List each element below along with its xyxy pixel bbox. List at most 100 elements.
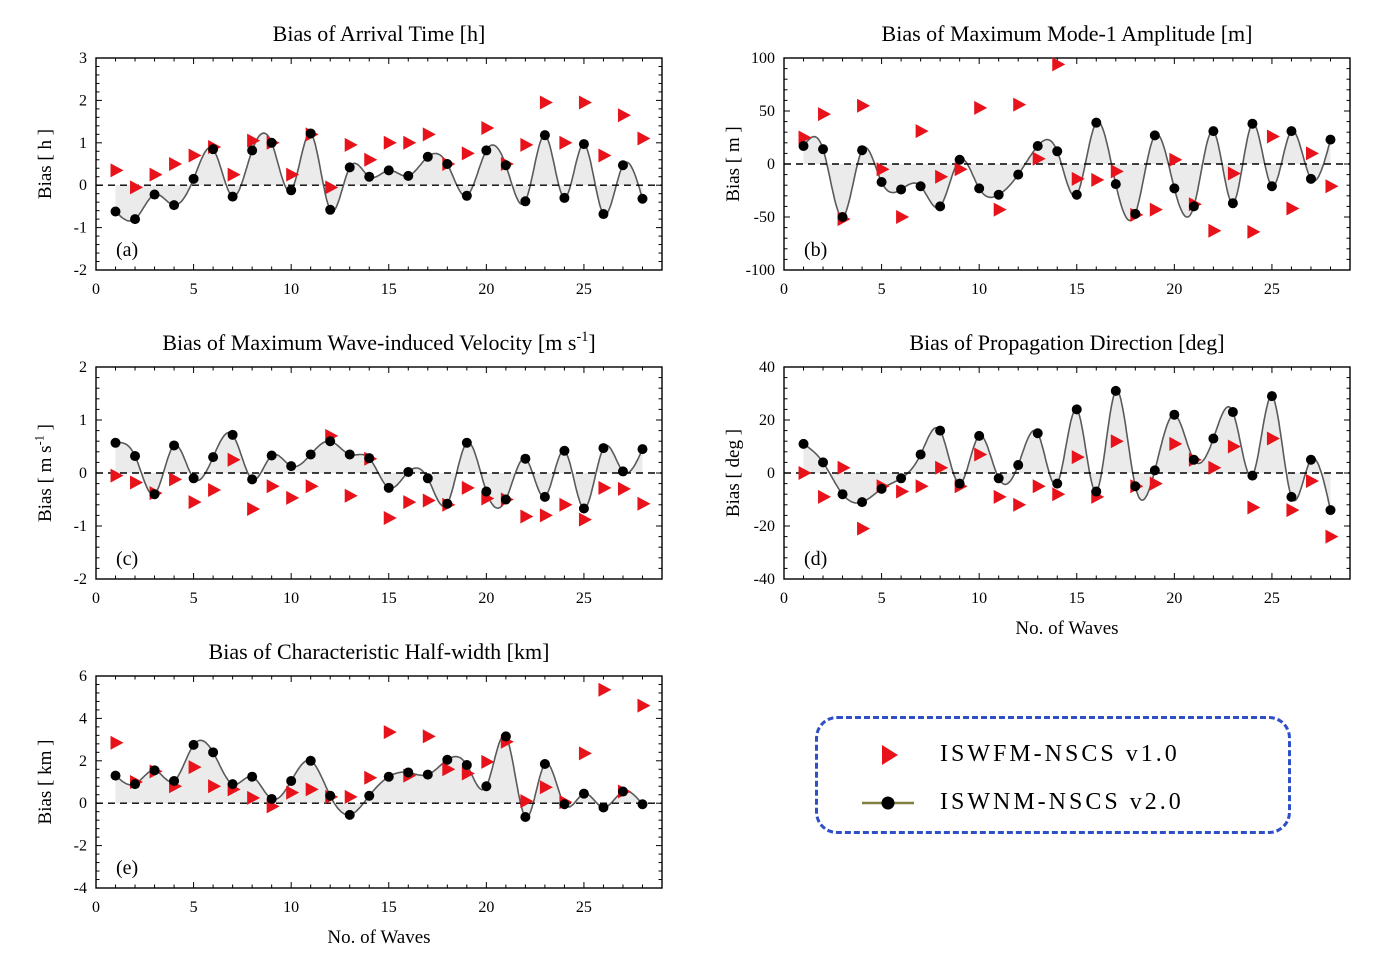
point-v2 [500,160,511,171]
point-v2 [1071,189,1082,200]
point-v1 [110,468,124,483]
point-v1 [520,794,534,809]
point-v2 [637,193,648,204]
point-v2 [837,212,848,222]
point-v2 [227,191,238,202]
x-tick-label: 0 [92,590,100,607]
point-v1 [247,790,261,805]
point-v2 [637,799,648,810]
point-v2 [461,760,472,771]
point-v2 [442,754,453,765]
point-v2 [169,440,180,451]
x-tick-label: 20 [478,281,494,298]
x-tick-label: 20 [478,899,494,916]
point-v2 [500,494,511,505]
point-v2 [442,159,453,169]
point-v2 [818,144,829,155]
y-tick-label: -2 [74,571,87,588]
series-line-c [115,431,644,510]
point-v1 [383,511,397,526]
y-tick-label: 0 [79,177,87,194]
point-v2 [1266,391,1277,402]
point-v2 [364,453,375,464]
point-v2 [1266,181,1277,192]
x-tick-label: 25 [576,590,592,607]
point-v2 [344,809,355,820]
point-v1 [559,135,573,150]
x-tick-label: 15 [381,899,397,916]
point-v1 [169,157,183,171]
point-v2 [383,165,394,176]
point-v2 [130,779,141,790]
legend-label-v2: ISWNM-NSCS v2.0 [940,789,1184,815]
point-v2 [818,457,829,468]
point-v2 [598,209,609,220]
y-tick-label: 2 [79,359,87,376]
point-v1 [520,509,534,524]
y-tick-label: 1 [79,412,87,429]
point-v1 [539,508,553,523]
point-v1 [169,472,183,487]
legend: ISWFM-NSCS v1.0 ISWNM-NSCS v2.0 [815,716,1291,834]
point-v2 [1227,198,1238,209]
point-v1 [637,496,651,511]
point-v2 [1032,140,1043,151]
point-v2 [1130,208,1141,219]
point-v1 [1247,500,1261,515]
point-v1 [857,98,871,113]
legend-item-v2: ISWNM-NSCS v2.0 [818,785,1288,821]
point-v2 [130,451,141,462]
point-v2 [935,425,946,436]
point-v1 [383,135,397,150]
point-v2 [578,139,589,150]
point-v2 [227,429,238,440]
x-tick-label: 0 [92,899,100,916]
point-v2 [559,445,570,456]
point-v1 [1052,57,1066,72]
point-v1 [1266,129,1280,144]
point-v1 [1032,151,1046,166]
y-tick-label: 0 [767,465,775,482]
point-v1 [896,210,910,224]
point-v1 [266,479,280,494]
point-v2 [149,189,160,200]
point-v2 [896,473,907,484]
point-v2 [539,491,550,502]
point-v2 [208,452,219,463]
y-axis-label-e: Bias [ km ] [35,740,56,825]
y-tick-label: 40 [759,359,775,376]
y-axis-label-d: Bias [ deg ] [723,429,744,517]
point-v1 [422,127,436,142]
point-v1 [461,766,475,781]
point-v1 [598,480,612,495]
point-v2 [1305,173,1316,184]
point-v1 [247,133,261,148]
point-v2 [1247,118,1258,129]
point-v2 [325,790,336,801]
point-v2 [1110,385,1121,396]
point-v1 [896,484,910,499]
point-v1 [130,475,144,490]
x-tick-label: 25 [576,281,592,298]
point-v2 [896,184,907,195]
point-v1 [227,167,241,182]
point-v1 [993,202,1007,217]
point-v2 [1208,126,1219,137]
point-v2 [1052,478,1063,489]
point-v2 [422,769,433,780]
y-tick-label: 0 [767,156,775,173]
x-tick-label: 10 [971,590,987,607]
point-v2 [974,430,985,441]
point-v2 [598,443,609,454]
point-v1 [559,497,573,512]
point-v1 [935,169,949,184]
point-v2 [403,170,414,181]
point-v1 [325,180,339,195]
point-v2 [1169,409,1180,420]
panel-c: 0 5 10 15 20 25 -2 -1 0 1 2 Bias of Maximum Wave-in… [32,329,663,607]
point-v2 [1052,146,1063,157]
point-v2 [188,739,199,750]
point-v2 [598,802,609,813]
panel-label-d: (d) [804,548,827,570]
point-v1 [798,466,812,480]
